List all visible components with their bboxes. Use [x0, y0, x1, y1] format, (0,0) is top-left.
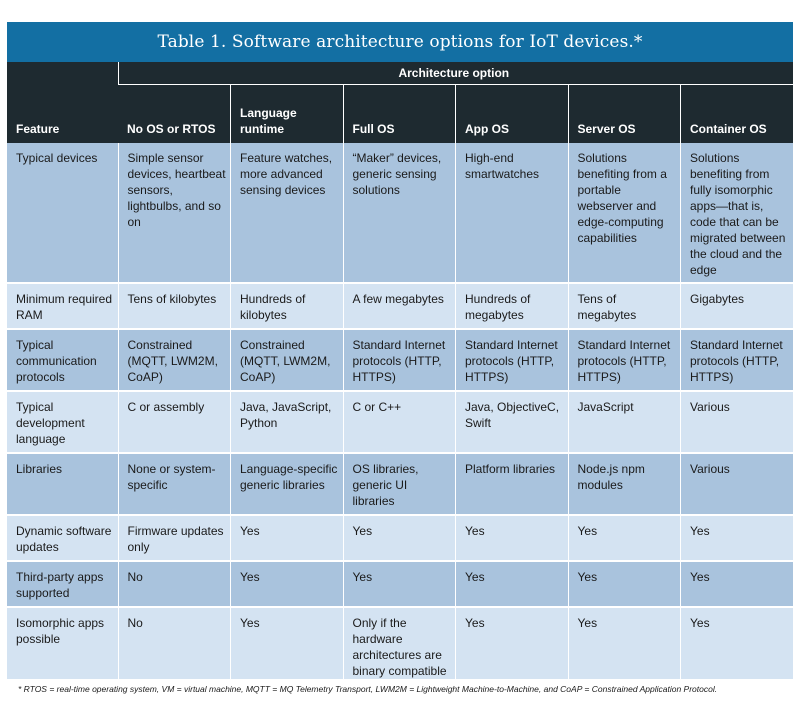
table-row: Dynamic software updates Firmware update… [7, 515, 794, 562]
table-cell: OS libraries, generic UI libraries [342, 453, 456, 516]
table-cell: Yes [680, 515, 794, 562]
row-feature-label: Dynamic software updates [7, 515, 118, 562]
row-feature-label: Isomorphic apps possible [7, 607, 118, 681]
table-cell: Solutions benefiting from a portable web… [567, 143, 681, 284]
table-cell: Platform libraries [455, 453, 568, 516]
table-cell: Feature watches, more advanced sensing d… [230, 143, 343, 284]
table-cell: Tens of megabytes [567, 283, 681, 330]
table-cell: Hundreds of megabytes [455, 283, 568, 330]
table-cell: None or system-specific [117, 453, 231, 516]
option-header-app-os: App OS [455, 84, 568, 143]
table-cell: Various [680, 453, 794, 516]
table-row: Isomorphic apps possible No Yes Only if … [7, 607, 794, 681]
table-cell: Language-specific generic libraries [230, 453, 343, 516]
table-cell: Yes [567, 515, 681, 562]
row-feature-label: Typical development language [7, 391, 118, 454]
table-cell: Yes [567, 561, 681, 608]
table-row: Typical development language C or assemb… [7, 391, 794, 454]
table-cell: Only if the hardware architectures are b… [342, 607, 456, 681]
table-cell: High-end smartwatches [455, 143, 568, 284]
table-cell: No [117, 607, 231, 681]
table-cell: Standard Internet protocols (HTTP, HTTPS… [680, 329, 794, 392]
table-cell: Standard Internet protocols (HTTP, HTTPS… [567, 329, 681, 392]
table-cell: JavaScript [567, 391, 681, 454]
row-feature-label: Typical devices [7, 143, 118, 284]
table-cell: Yes [230, 515, 343, 562]
table-cell: “Maker” devices, generic sensing solutio… [342, 143, 456, 284]
option-header-language-runtime: Language runtime [230, 84, 343, 143]
table-cell: Yes [455, 607, 568, 681]
row-feature-label: Third-party apps supported [7, 561, 118, 608]
table-title: Table 1. Software architecture options f… [7, 22, 793, 62]
table-cell: No [117, 561, 231, 608]
table-cell: Yes [680, 607, 794, 681]
table-cell: Gigabytes [680, 283, 794, 330]
table-row: Typical devices Simple sensor devices, h… [7, 143, 794, 284]
table-cell: Yes [342, 561, 456, 608]
table-cell: Yes [342, 515, 456, 562]
row-feature-label: Libraries [7, 453, 118, 516]
row-feature-label: Typical communication protocols [7, 329, 118, 392]
table-cell: Yes [230, 607, 343, 681]
table-cell: Tens of kilobytes [117, 283, 231, 330]
table-cell: Yes [230, 561, 343, 608]
table-cell: Simple sensor devices, heartbeat sensors… [117, 143, 231, 284]
table-cell: Java, ObjectiveC, Swift [455, 391, 568, 454]
table-cell: Standard Internet protocols (HTTP, HTTPS… [342, 329, 456, 392]
table-cell: Yes [680, 561, 794, 608]
table-cell: Constrained (MQTT, LWM2M, CoAP) [117, 329, 231, 392]
option-header-full-os: Full OS [342, 84, 456, 143]
table-cell: Various [680, 391, 794, 454]
table-row: Typical communication protocols Constrai… [7, 329, 794, 392]
table-container: Feature Architecture option No OS or RTO… [7, 62, 794, 681]
table-cell: Node.js npm modules [567, 453, 681, 516]
option-header-server-os: Server OS [567, 84, 681, 143]
table-cell: Standard Internet protocols (HTTP, HTTPS… [455, 329, 568, 392]
table-cell: C or C++ [342, 391, 456, 454]
option-header-container-os: Container OS [680, 84, 794, 143]
table-cell: Firmware updates only [117, 515, 231, 562]
table-row: Third-party apps supported No Yes Yes Ye… [7, 561, 794, 608]
table-cell: Java, JavaScript, Python [230, 391, 343, 454]
table-cell: C or assembly [117, 391, 231, 454]
table-cell: Hundreds of kilobytes [230, 283, 343, 330]
table-cell: A few megabytes [342, 283, 456, 330]
row-feature-label: Minimum required RAM [7, 283, 118, 330]
table-cell: Solutions benefiting from fully isomorph… [680, 143, 794, 284]
architecture-option-header: Architecture option [117, 62, 794, 85]
table-footnote: * RTOS = real-time operating system, VM … [18, 684, 718, 694]
table-cell: Constrained (MQTT, LWM2M, CoAP) [230, 329, 343, 392]
table-row: Libraries None or system-specific Langua… [7, 453, 794, 516]
table-cell: Yes [455, 561, 568, 608]
table-body: Typical devices Simple sensor devices, h… [7, 143, 794, 681]
table-header: Feature Architecture option No OS or RTO… [7, 62, 794, 143]
architecture-options-table: Feature Architecture option No OS or RTO… [7, 62, 794, 681]
feature-column-header: Feature [7, 62, 118, 143]
table-cell: Yes [567, 607, 681, 681]
option-header-no-os: No OS or RTOS [118, 84, 231, 143]
table-row: Minimum required RAM Tens of kilobytes H… [7, 283, 794, 330]
table-cell: Yes [455, 515, 568, 562]
